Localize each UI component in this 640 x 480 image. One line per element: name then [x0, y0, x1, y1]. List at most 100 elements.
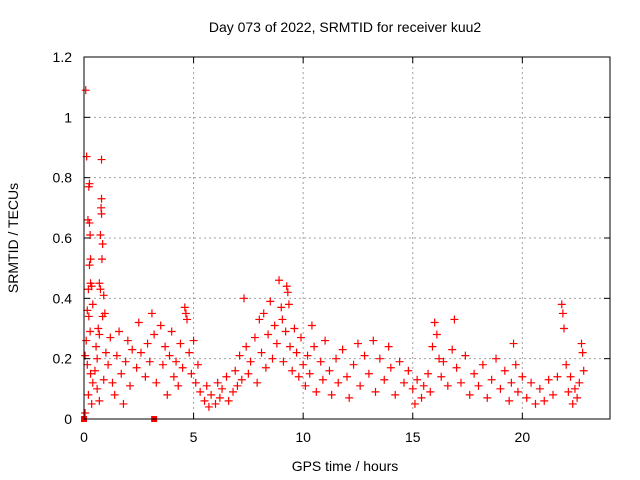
- data-point: [108, 378, 117, 387]
- data-point: [544, 375, 553, 384]
- data-point: [303, 351, 312, 360]
- data-point: [492, 354, 501, 363]
- data-point: [237, 375, 246, 384]
- data-point: [98, 312, 107, 321]
- data-point: [99, 375, 108, 384]
- data-point: [557, 300, 566, 309]
- data-point: [522, 393, 531, 402]
- data-point: [432, 330, 441, 339]
- data-point: [566, 372, 575, 381]
- data-point: [161, 342, 170, 351]
- data-point: [391, 390, 400, 399]
- data-point: [95, 396, 104, 405]
- data-point: [95, 330, 104, 339]
- x-ticks: 0 5 10 15 20: [80, 57, 530, 445]
- data-point: [573, 393, 582, 402]
- data-point: [189, 336, 198, 345]
- data-point: [218, 384, 227, 393]
- data-point: [145, 357, 154, 366]
- data-point: [332, 354, 341, 363]
- data-point: [299, 360, 308, 369]
- data-point: [242, 342, 251, 351]
- data-point: [334, 378, 343, 387]
- data-point: [369, 336, 378, 345]
- data-point: [413, 375, 422, 384]
- data-point: [85, 261, 94, 270]
- data-point: [448, 345, 457, 354]
- data-point: [500, 366, 509, 375]
- data-point: [84, 285, 93, 294]
- data-point: [86, 230, 95, 239]
- data-point: [562, 360, 571, 369]
- data-point: [345, 393, 354, 402]
- data-point: [167, 327, 176, 336]
- data-point: [559, 324, 568, 333]
- data-point: [104, 360, 113, 369]
- data-point: [380, 375, 389, 384]
- data-point: [558, 309, 567, 318]
- data-point: [156, 321, 165, 330]
- data-point: [121, 357, 130, 366]
- data-point: [294, 372, 303, 381]
- data-point: [301, 381, 310, 390]
- data-point: [82, 336, 91, 345]
- data-point: [174, 381, 183, 390]
- data-point: [284, 300, 293, 309]
- data-point: [96, 285, 105, 294]
- data-point: [356, 381, 365, 390]
- y-tick-label: 1: [64, 109, 72, 125]
- data-points: [81, 86, 588, 422]
- data-point: [275, 276, 284, 285]
- data-point: [97, 194, 106, 203]
- data-point: [474, 381, 483, 390]
- data-point: [507, 378, 516, 387]
- data-point: [101, 348, 110, 357]
- data-point: [408, 384, 417, 393]
- data-point: [578, 348, 587, 357]
- data-point: [540, 396, 549, 405]
- data-point: [215, 393, 224, 402]
- data-point: [281, 327, 290, 336]
- data-point: [279, 357, 288, 366]
- data-point: [428, 342, 437, 351]
- data-point: [430, 318, 439, 327]
- data-point: [564, 387, 573, 396]
- data-point: [106, 333, 115, 342]
- data-point: [268, 354, 277, 363]
- data-point: [97, 155, 106, 164]
- chart-title: Day 073 of 2022, SRMTID for receiver kuu…: [209, 19, 482, 35]
- data-point: [286, 342, 295, 351]
- data-point: [253, 378, 262, 387]
- data-point: [513, 387, 522, 396]
- data-point: [134, 318, 143, 327]
- data-point: [288, 366, 297, 375]
- data-point: [290, 324, 299, 333]
- data-point: [185, 348, 194, 357]
- data-point: [465, 390, 474, 399]
- data-point: [95, 279, 104, 288]
- data-point: [147, 309, 156, 318]
- data-point: [88, 300, 97, 309]
- data-point: [143, 339, 152, 348]
- data-point: [283, 288, 292, 297]
- data-point: [535, 384, 544, 393]
- data-point: [312, 387, 321, 396]
- data-point: [307, 321, 316, 330]
- data-point: [152, 378, 161, 387]
- data-point: [325, 366, 334, 375]
- data-point: [86, 255, 95, 264]
- data-point: [349, 360, 358, 369]
- data-point: [338, 345, 347, 354]
- data-point: [255, 315, 264, 324]
- data-point: [193, 360, 202, 369]
- data-point: [577, 339, 586, 348]
- data-point: [575, 378, 584, 387]
- x-axis-label: GPS time / hours: [292, 458, 399, 474]
- y-axis-label: SRMTID / TECUs: [5, 183, 21, 293]
- data-point: [87, 399, 96, 408]
- data-point: [426, 387, 435, 396]
- data-point: [176, 339, 185, 348]
- data-point: [310, 342, 319, 351]
- x-tick-label: 20: [515, 429, 531, 445]
- y-tick-label: 0.2: [53, 351, 73, 367]
